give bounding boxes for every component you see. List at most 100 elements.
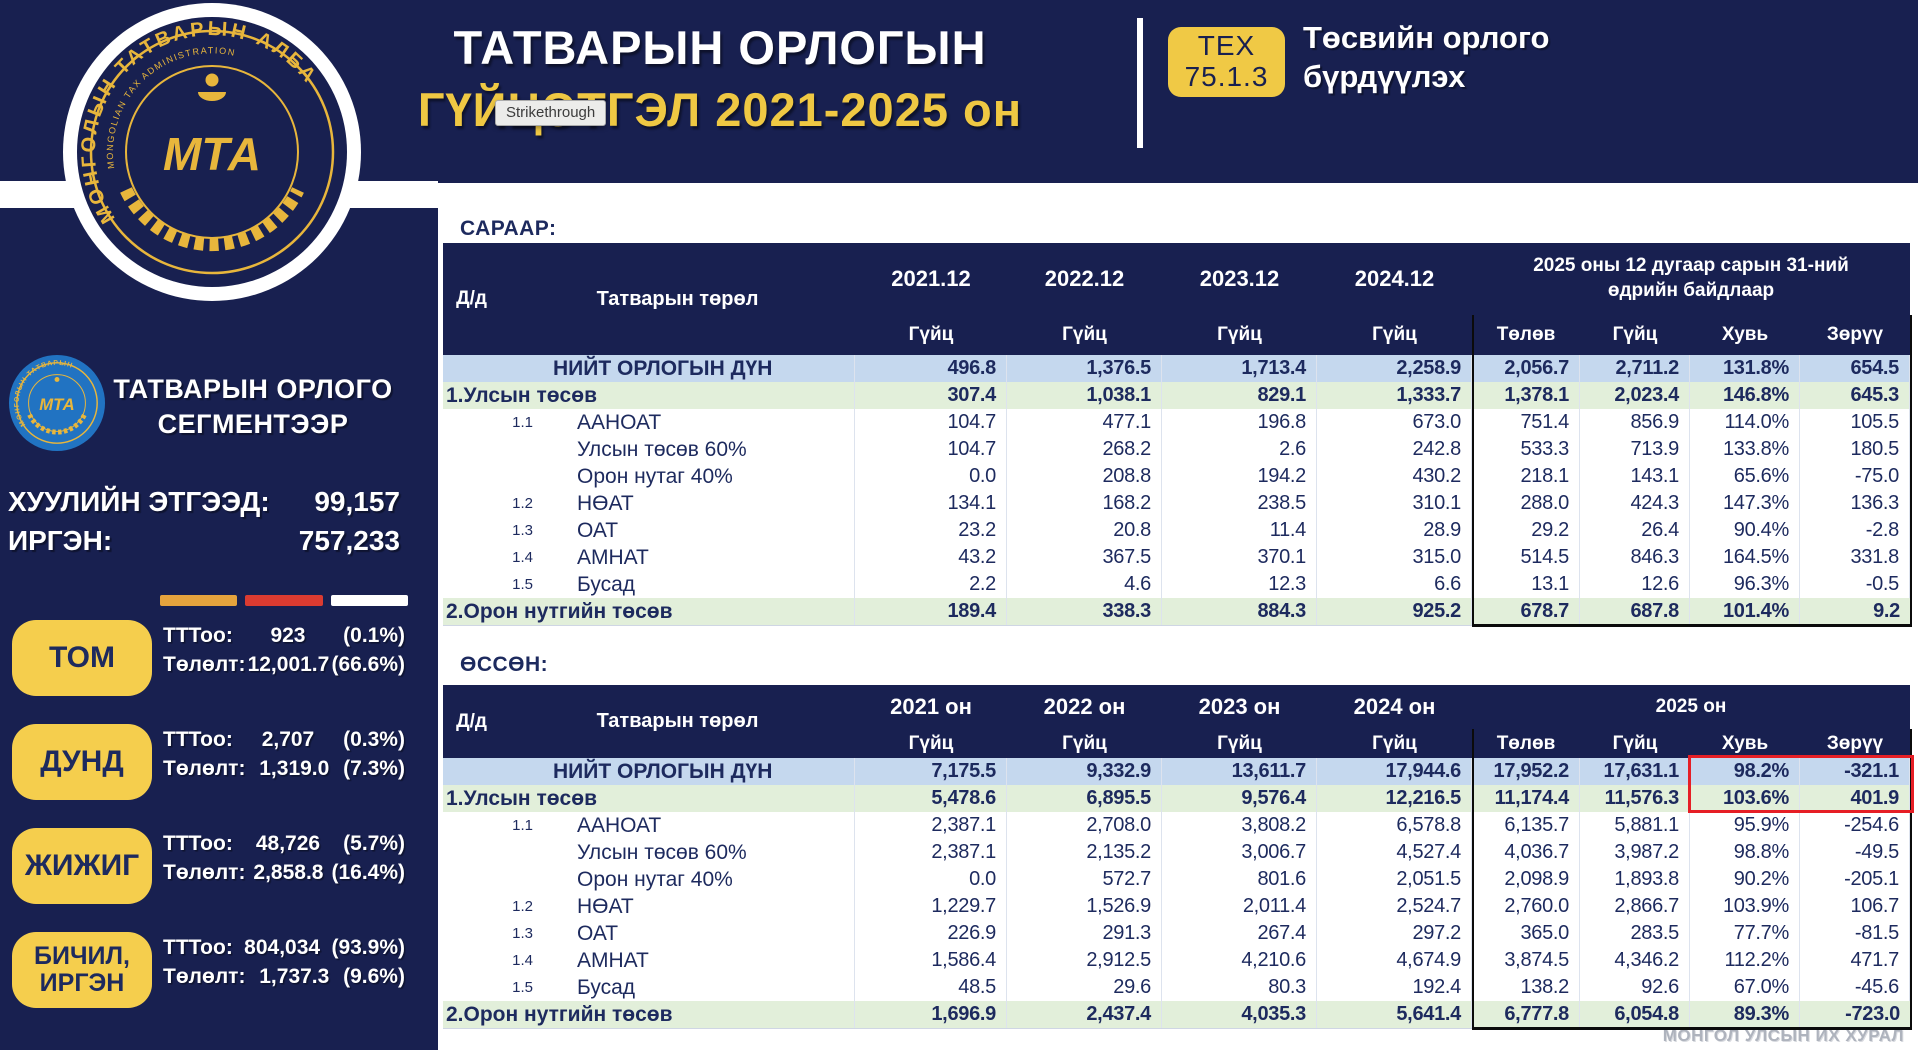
subheader: Гүйц xyxy=(1007,315,1162,355)
segment-pill: ДУНД xyxy=(12,724,152,800)
value-cell: 307.4 xyxy=(855,382,1007,409)
row-name: Улсын төсөв 60% xyxy=(577,840,747,864)
row-name: ААНОАТ xyxy=(577,813,662,837)
segment-pill: ТОМ xyxy=(12,620,152,696)
value-cell: 6.6 xyxy=(1317,571,1472,598)
paid-value: 12,001.7 xyxy=(247,653,330,676)
row-label: 1.2 НӨАТ xyxy=(443,893,855,920)
value-cell: 90.2% xyxy=(1690,866,1800,893)
row-label: 1.4 АМНАТ xyxy=(443,544,855,571)
value-cell: 80.3 xyxy=(1162,974,1317,1001)
row-label: 1.Улсын төсөв xyxy=(443,785,855,812)
value-cell: 6,895.5 xyxy=(1007,785,1162,812)
value-cell: 884.3 xyxy=(1162,598,1317,625)
mta-emblem-icon: МОНГОЛЫН ТАТВАРЫН АЛБА MONGOLIAN TAX ADM… xyxy=(63,3,361,301)
row-number: 1.4 xyxy=(512,952,533,969)
segment-paid-row: Төлөлт: 1,737.3 (9.6%) xyxy=(163,965,405,989)
segment-paid-row: Төлөлт: 2,858.8 (16.4%) xyxy=(163,861,405,885)
value-cell: 17,944.6 xyxy=(1317,758,1472,785)
row-name: ОАТ xyxy=(577,518,619,542)
value-cell: 673.0 xyxy=(1317,409,1472,436)
cumulative-table: Д/д Татварын төрөл 2021 он 2022 он 2023 он 20… xyxy=(443,685,1910,1029)
header-year: 2022.12 xyxy=(1007,243,1162,315)
paid-label: Төлөлт: xyxy=(163,861,246,884)
subheader: Төлөв xyxy=(1472,315,1580,355)
subheader: Гүйц xyxy=(1317,315,1472,355)
value-cell: 401.9 xyxy=(1800,785,1910,812)
value-cell: -81.5 xyxy=(1800,920,1910,947)
value-cell: 192.4 xyxy=(1317,974,1472,1001)
value-cell: 29.2 xyxy=(1472,517,1580,544)
value-cell: 136.3 xyxy=(1800,490,1910,517)
header-tax-type: Татварын төрөл xyxy=(500,685,855,758)
value-cell: 138.2 xyxy=(1472,974,1580,1001)
value-cell: 7,175.5 xyxy=(855,758,1007,785)
value-cell: 2,011.4 xyxy=(1162,893,1317,920)
header-2025-group: 2025 он xyxy=(1472,685,1910,729)
row-number: 1.1 xyxy=(512,414,533,431)
header-year: 2024 он xyxy=(1317,685,1472,729)
value-cell: 2,912.5 xyxy=(1007,947,1162,974)
value-cell: 4,527.4 xyxy=(1317,839,1472,866)
mta-emblem-small-icon: МОНГОЛЫН ТАТВАРЫН МТА xyxy=(8,354,106,452)
value-cell: 338.3 xyxy=(1007,598,1162,625)
value-cell: 164.5% xyxy=(1690,544,1800,571)
monthly-table-title: САРААР: xyxy=(460,217,557,240)
segment-card: ДУНД ТТТоо: 2,707 (0.3%) Төлөлт: 1,319.0 (7.3%… xyxy=(0,722,438,826)
paid-label: Төлөлт: xyxy=(163,965,246,988)
value-cell: 2,135.2 xyxy=(1007,839,1162,866)
segment-count-row: ТТТоо: 923 (0.1%) xyxy=(163,624,405,648)
value-cell: 430.2 xyxy=(1317,463,1472,490)
taxpayer-segments: ТОМ ТТТоо: 923 (0.1%) Төлөлт: 12,001.7 (66.6%)… xyxy=(0,618,438,1034)
count-value: 2,707 xyxy=(261,728,315,751)
value-cell: 189.4 xyxy=(855,598,1007,625)
value-cell: 2,098.9 xyxy=(1472,866,1580,893)
header-year: 2022 он xyxy=(1007,685,1162,729)
row-label: 1.Улсын төсөв xyxy=(443,382,855,409)
value-cell: 925.2 xyxy=(1317,598,1472,625)
value-cell: 424.3 xyxy=(1580,490,1690,517)
value-cell: 2,866.7 xyxy=(1580,893,1690,920)
header-dd: Д/д xyxy=(443,685,500,758)
value-cell: 147.3% xyxy=(1690,490,1800,517)
value-cell: 114.0% xyxy=(1690,409,1800,436)
row-label: 1.1 ААНОАТ xyxy=(443,409,855,436)
row-label: 2.Орон нутгийн төсөв xyxy=(443,1001,855,1028)
value-cell: 92.6 xyxy=(1580,974,1690,1001)
value-cell: 1,696.9 xyxy=(855,1001,1007,1028)
value-cell: 12.3 xyxy=(1162,571,1317,598)
value-cell: 168.2 xyxy=(1007,490,1162,517)
value-cell: 98.2% xyxy=(1690,758,1800,785)
value-cell: 1,713.4 xyxy=(1162,355,1317,382)
value-cell: 89.3% xyxy=(1690,1001,1800,1028)
segment-pill: ЖИЖИГ xyxy=(12,828,152,904)
entity-counts: ХУУЛИЙН ЭТГЭЭД: 99,157 ИРГЭН: 757,233 xyxy=(8,486,400,564)
value-cell: 370.1 xyxy=(1162,544,1317,571)
value-cell: 365.0 xyxy=(1472,920,1580,947)
value-cell: 98.8% xyxy=(1690,839,1800,866)
row-number: 1.3 xyxy=(512,925,533,942)
value-cell: 514.5 xyxy=(1472,544,1580,571)
value-cell: 645.3 xyxy=(1800,382,1910,409)
row-label: НИЙТ ОРЛОГЫН ДҮН xyxy=(443,758,855,785)
value-cell: 367.5 xyxy=(1007,544,1162,571)
row-name: Орон нутаг 40% xyxy=(577,867,733,891)
value-cell: 751.4 xyxy=(1472,409,1580,436)
row-name: ААНОАТ xyxy=(577,410,662,434)
value-cell: 288.0 xyxy=(1472,490,1580,517)
value-cell: 65.6% xyxy=(1690,463,1800,490)
value-cell: 9.2 xyxy=(1800,598,1910,625)
header-year: 2023.12 xyxy=(1162,243,1317,315)
value-cell: 1,526.9 xyxy=(1007,893,1162,920)
value-cell: 67.0% xyxy=(1690,974,1800,1001)
value-cell: 4,674.9 xyxy=(1317,947,1472,974)
value-cell: 0.0 xyxy=(855,866,1007,893)
value-cell: 131.8% xyxy=(1690,355,1800,382)
subheader: Гүйц xyxy=(1580,315,1690,355)
value-cell: 291.3 xyxy=(1007,920,1162,947)
value-cell: 4,210.6 xyxy=(1162,947,1317,974)
value-cell: 2,387.1 xyxy=(855,812,1007,839)
value-cell: 2.2 xyxy=(855,571,1007,598)
row-name: ОАТ xyxy=(577,921,619,945)
value-cell: 687.8 xyxy=(1580,598,1690,625)
